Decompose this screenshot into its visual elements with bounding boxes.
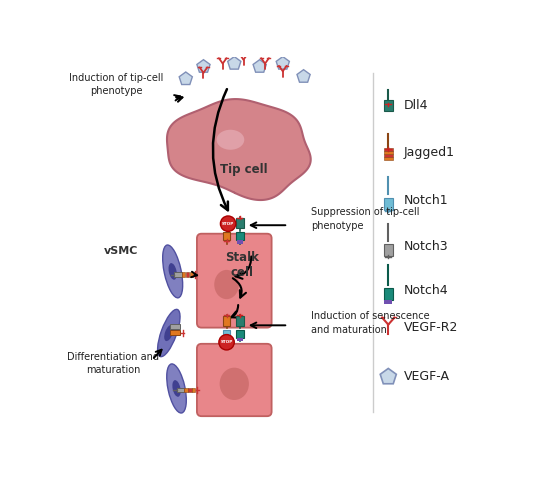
Ellipse shape [217,130,244,150]
FancyBboxPatch shape [170,324,179,329]
FancyArrowPatch shape [213,89,228,210]
FancyBboxPatch shape [384,100,393,111]
Ellipse shape [157,309,180,357]
Text: vSMC: vSMC [104,246,139,256]
FancyBboxPatch shape [384,288,393,300]
Ellipse shape [164,325,174,341]
FancyBboxPatch shape [184,388,188,392]
FancyBboxPatch shape [384,148,393,151]
FancyBboxPatch shape [174,272,182,277]
FancyBboxPatch shape [384,151,393,153]
FancyBboxPatch shape [223,316,231,326]
FancyBboxPatch shape [182,272,185,277]
Polygon shape [380,369,396,384]
Polygon shape [253,60,266,72]
Polygon shape [179,72,192,85]
FancyBboxPatch shape [192,388,195,392]
FancyBboxPatch shape [190,272,193,277]
Text: Notch3: Notch3 [404,240,448,253]
Text: Jagged1: Jagged1 [404,146,455,159]
FancyBboxPatch shape [384,197,393,210]
FancyBboxPatch shape [223,218,231,228]
Text: Induction of tip-cell
phenotype: Induction of tip-cell phenotype [70,73,164,96]
FancyBboxPatch shape [237,337,243,341]
Ellipse shape [169,263,177,280]
FancyBboxPatch shape [170,330,179,336]
Text: Notch4: Notch4 [404,284,448,297]
Circle shape [219,335,234,350]
Text: STOP: STOP [222,222,234,226]
FancyBboxPatch shape [384,157,393,160]
Text: Notch1: Notch1 [404,194,448,207]
Polygon shape [297,70,310,82]
FancyBboxPatch shape [384,300,392,304]
Ellipse shape [215,270,239,299]
FancyBboxPatch shape [188,388,191,392]
Polygon shape [276,56,289,69]
Ellipse shape [172,380,181,397]
Text: Dll4: Dll4 [404,98,428,111]
Text: Differentiation and
maturation: Differentiation and maturation [67,352,160,375]
FancyArrowPatch shape [233,278,246,298]
Text: VEGF-R2: VEGF-R2 [404,321,458,334]
FancyBboxPatch shape [223,232,231,240]
Polygon shape [197,60,210,72]
FancyArrowPatch shape [236,257,251,279]
FancyBboxPatch shape [223,330,231,337]
FancyBboxPatch shape [186,272,189,277]
FancyBboxPatch shape [236,316,244,326]
Polygon shape [227,56,241,69]
Ellipse shape [163,245,183,298]
Text: Tip cell: Tip cell [220,163,267,175]
Text: STOP: STOP [220,340,233,344]
FancyBboxPatch shape [197,234,272,327]
Polygon shape [167,99,310,200]
Circle shape [220,216,236,231]
FancyBboxPatch shape [236,232,244,240]
Text: Suppression of tip-cell
phenotype: Suppression of tip-cell phenotype [312,207,420,231]
Text: VEGF-A: VEGF-A [404,370,450,383]
Text: Induction of senescence
and maturation: Induction of senescence and maturation [312,311,430,335]
FancyBboxPatch shape [236,330,244,337]
Text: Stalk
cell: Stalk cell [225,251,259,279]
Ellipse shape [220,368,249,400]
Ellipse shape [167,364,186,413]
FancyArrowPatch shape [231,305,239,317]
FancyBboxPatch shape [197,344,272,416]
FancyBboxPatch shape [384,154,393,157]
FancyBboxPatch shape [384,244,393,256]
FancyBboxPatch shape [237,240,243,244]
FancyBboxPatch shape [176,388,184,392]
FancyBboxPatch shape [236,218,244,228]
